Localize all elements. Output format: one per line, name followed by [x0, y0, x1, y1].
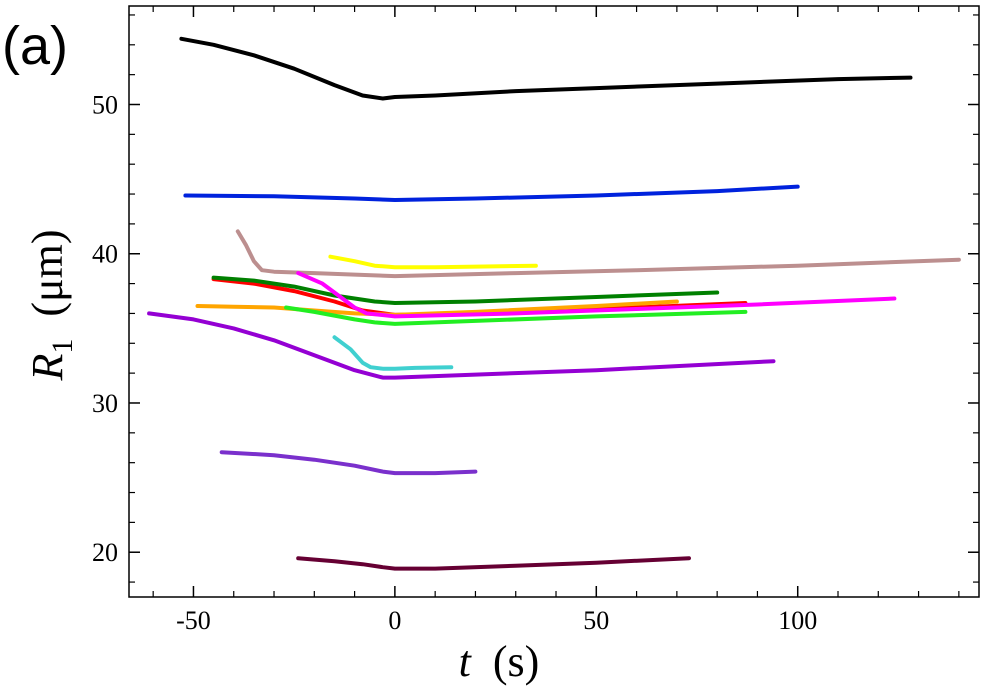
y-axis-unit: (μm)	[23, 229, 72, 316]
y-tick-labels: 20 30 40 50	[92, 91, 118, 568]
y-tick-label: 30	[92, 389, 118, 418]
data-series	[147, 36, 961, 571]
series-line-yellow	[328, 254, 538, 270]
series-line-orange	[195, 299, 679, 317]
series-line-magenta	[296, 271, 897, 319]
series-line-turquoise	[332, 335, 454, 371]
x-tick-label: -50	[176, 606, 211, 635]
y-axis-subscript: 1	[46, 339, 79, 354]
y-axis-symbol: R	[23, 354, 72, 382]
y-tick-label: 20	[92, 538, 118, 567]
x-axis-symbol: t	[459, 637, 473, 686]
series-line-medium-purple	[219, 450, 478, 476]
series-line-black	[179, 36, 913, 101]
y-axis-label: R1 (μm)	[23, 229, 79, 381]
plot-frame	[128, 5, 980, 598]
y-tick-label: 50	[92, 91, 118, 120]
series-line-dark-violet	[147, 311, 776, 380]
x-tick-label: 100	[778, 606, 817, 635]
series-line-light-green	[284, 305, 748, 326]
series-line-rosy-brown	[235, 229, 961, 279]
series-line-maroon	[296, 556, 691, 571]
x-tick-label: 0	[388, 606, 401, 635]
x-axis-label: t (s)	[459, 637, 540, 686]
x-axis-unit: (s)	[493, 637, 539, 686]
x-tick-labels: -50 0 50 100	[176, 606, 817, 635]
series-line-blue	[183, 184, 800, 202]
tick-marks	[129, 6, 979, 597]
y-tick-label: 40	[92, 240, 118, 269]
panel-label: (a)	[2, 16, 68, 76]
series-line-green	[211, 275, 720, 305]
x-tick-label: 50	[583, 606, 609, 635]
